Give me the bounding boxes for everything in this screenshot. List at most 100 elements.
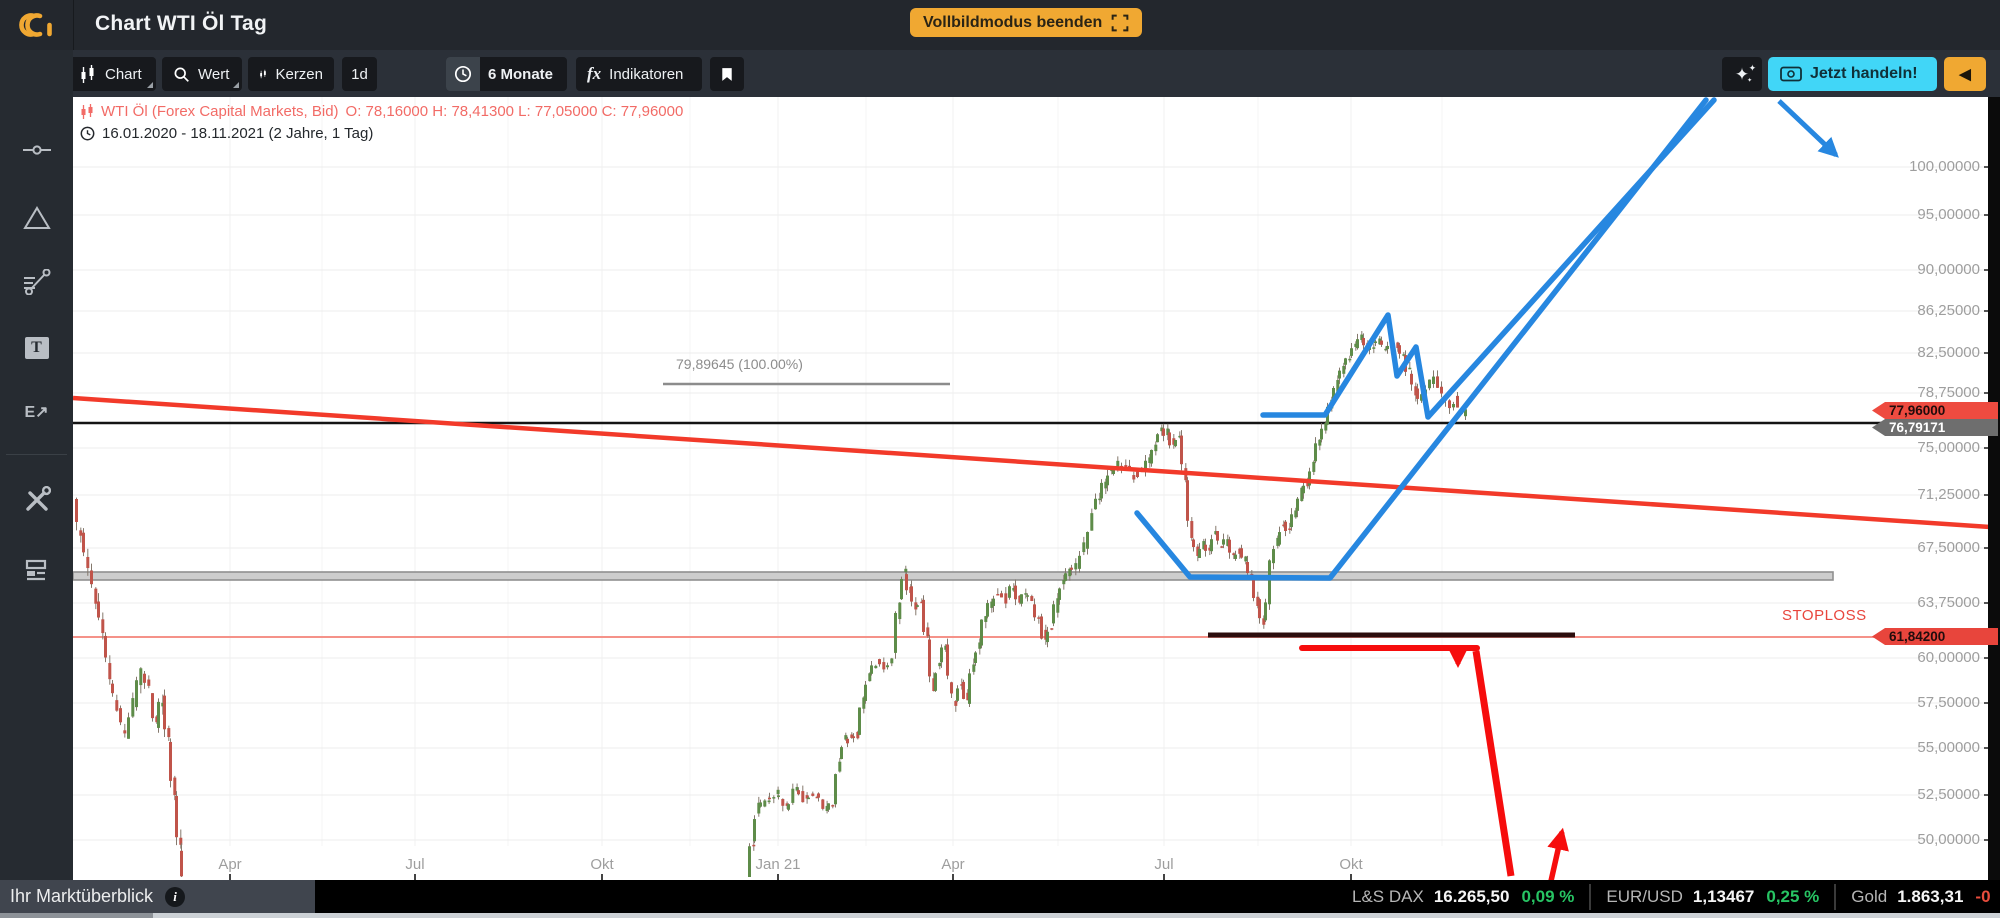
- chart-area[interactable]: [73, 97, 1988, 880]
- clock-icon: [80, 126, 95, 141]
- banknote-icon: [1780, 66, 1802, 82]
- price-badge: 77,96000: [1872, 402, 1998, 419]
- y-axis-label: 52,50000: [1917, 786, 1980, 803]
- y-axis-label: 86,25000: [1917, 302, 1980, 319]
- trade-now-label: Jetzt handeln!: [1810, 65, 1918, 82]
- elliott-wave-tool-button[interactable]: E↗: [0, 392, 73, 432]
- chart-button-label: Chart: [105, 65, 142, 83]
- y-axis-label: 57,50000: [1917, 694, 1980, 711]
- period-button[interactable]: 6 Monate: [446, 57, 567, 91]
- triangle-icon: [22, 206, 51, 229]
- fib-lines-tool-button[interactable]: [0, 262, 73, 302]
- sparkle-icon: ✦ ✦ ✦: [1734, 62, 1757, 84]
- ticker-item[interactable]: Gold 1.863,31 -0: [1851, 887, 1990, 907]
- y-axis-label: 60,00000: [1917, 649, 1980, 666]
- y-axis-label: 55,00000: [1917, 739, 1980, 756]
- y-axis-label: 78,75000: [1917, 384, 1980, 401]
- y-axis-label: 82,50000: [1917, 344, 1980, 361]
- ai-assist-button[interactable]: ✦ ✦ ✦: [1722, 57, 1762, 91]
- y-axis-label: 90,00000: [1917, 261, 1980, 278]
- x-axis-label: Apr: [941, 856, 965, 873]
- ticker-value: 1,13467: [1692, 886, 1755, 906]
- scrollbar-thumb[interactable]: [0, 913, 153, 918]
- info-icon[interactable]: i: [165, 886, 186, 907]
- wert-button-label: Wert: [198, 65, 230, 83]
- ticker-divider: [1834, 883, 1837, 910]
- layout-templates-button[interactable]: [0, 550, 73, 590]
- y-axis-label: 63,75000: [1917, 594, 1980, 611]
- candle-style-button[interactable]: Kerzen: [248, 57, 334, 91]
- ticker-label: L&S DAX: [1352, 886, 1424, 906]
- indicators-button[interactable]: fx Indikatoren: [576, 57, 702, 91]
- app-logo[interactable]: [0, 0, 74, 50]
- y-axis-label: 75,00000: [1917, 439, 1980, 456]
- ticker-change: 0,09 %: [1521, 886, 1575, 906]
- price-badge: 61,84200: [1872, 628, 1998, 645]
- fib-lines-icon: [23, 269, 50, 295]
- text-tool-button[interactable]: T: [0, 328, 73, 368]
- chevron-down-icon: [147, 82, 153, 88]
- right-panel-edge: [1988, 97, 2000, 880]
- x-axis-label: Jan 21: [755, 856, 801, 873]
- market-overview-tab[interactable]: Ihr Marktüberblick i: [0, 880, 315, 913]
- chevron-down-icon: [233, 82, 239, 88]
- x-axis-label: Okt: [590, 856, 614, 873]
- text-tool-icon: T: [24, 337, 49, 359]
- y-axis-label: 67,50000: [1917, 539, 1980, 556]
- horizontal-scrollbar[interactable]: [0, 913, 2000, 918]
- ticker-item[interactable]: L&S DAX 16.265,50 0,09 %: [1352, 887, 1574, 907]
- x-axis-label: Okt: [1339, 856, 1363, 873]
- market-ticker-bar: Ihr Marktüberblick i L&S DAX 16.265,50 0,0…: [0, 880, 2000, 913]
- ticker-value: 16.265,50: [1433, 886, 1510, 906]
- bookmark-button[interactable]: [710, 57, 744, 91]
- ticker-value: 1.863,31: [1897, 886, 1964, 906]
- elliott-wave-icon: E↗: [24, 404, 49, 421]
- stoploss-label[interactable]: STOPLOSS: [1782, 607, 1867, 624]
- legend-instrument: WTI Öl (Forex Capital Markets, Bid): [101, 103, 339, 120]
- ticker-label: Gold: [1851, 886, 1888, 906]
- fib-level-label[interactable]: 79,89645 (100.00%): [676, 356, 803, 372]
- layout-icon: [25, 559, 46, 581]
- page-title: Chart WTI Öl Tag: [95, 12, 267, 35]
- fullscreen-icon: [1111, 14, 1129, 31]
- chart-range: 16.01.2020 - 18.11.2021 (2 Jahre, 1 Tag): [80, 125, 373, 142]
- y-axis-label: 95,00000: [1917, 206, 1980, 223]
- exit-fullscreen-button[interactable]: Vollbildmodus beenden: [910, 8, 1143, 37]
- kerzen-button-label: Kerzen: [275, 65, 323, 83]
- horizontal-line-tool-button[interactable]: [0, 130, 73, 170]
- fx-icon: fx: [587, 64, 602, 83]
- candlestick-icon: [260, 69, 266, 79]
- interval-button[interactable]: 1d: [342, 57, 377, 91]
- market-overview-label: Ihr Marktüberblick: [10, 886, 154, 906]
- x-axis-label: Jul: [405, 856, 425, 873]
- period-label: 6 Monate: [488, 65, 554, 83]
- search-icon: [174, 67, 189, 82]
- crossed-tools-icon: [25, 486, 51, 511]
- chart-toolbar: Chart Wert Kerzen 1d: [0, 50, 2000, 97]
- trade-now-button[interactable]: Jetzt handeln!: [1768, 57, 1937, 91]
- ticker-item[interactable]: EUR/USD 1,13467 0,25 %: [1606, 887, 1819, 907]
- legend-daterange: 16.01.2020 - 18.11.2021 (2 Jahre, 1 Tag): [102, 125, 374, 142]
- y-axis-label: 100,00000: [1909, 158, 1980, 175]
- chart-type-button[interactable]: Chart: [68, 57, 156, 91]
- drawing-tools-sidebar: T E↗ ◑: [0, 50, 73, 918]
- candlestick-icon: [81, 65, 94, 83]
- guidants-logo-icon: [18, 13, 52, 37]
- price-badge: 76,79171: [1872, 419, 1998, 436]
- ticker-label: EUR/USD: [1606, 886, 1683, 906]
- chart-legend: WTI Öl (Forex Capital Markets, Bid) O: 7…: [80, 103, 683, 120]
- title-bar: Chart WTI Öl Tag Vollbildmodus beenden: [0, 0, 2000, 50]
- bookmark-icon: [722, 67, 732, 81]
- collapse-panel-button[interactable]: ◀: [1944, 57, 1986, 91]
- y-axis-label: 50,00000: [1917, 831, 1980, 848]
- y-axis-label: 71,25000: [1917, 486, 1980, 503]
- sidebar-divider: [6, 454, 67, 455]
- legend-ohlc: O: 78,16000 H: 78,41300 L: 77,05000 C: 7…: [345, 103, 684, 120]
- ticker-change: 0,25 %: [1766, 886, 1820, 906]
- instrument-search-button[interactable]: Wert: [162, 57, 242, 91]
- tools-settings-button[interactable]: [0, 480, 73, 520]
- ticker-divider: [1589, 883, 1592, 910]
- triangle-tool-button[interactable]: [0, 198, 73, 238]
- candlestick-icon: [81, 103, 93, 119]
